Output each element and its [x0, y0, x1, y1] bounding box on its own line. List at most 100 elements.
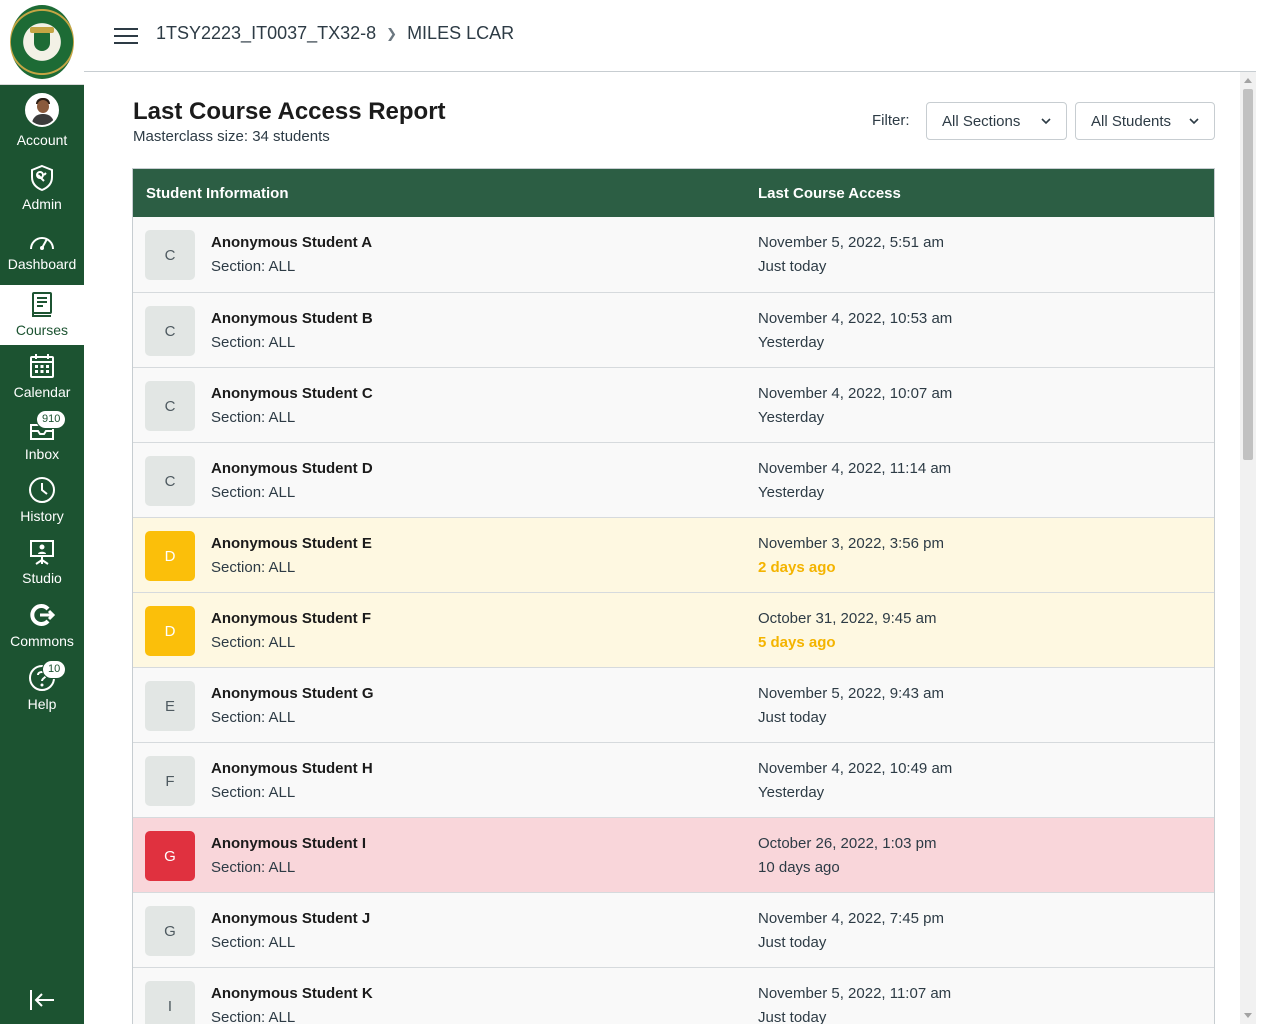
- grade-badge: C: [145, 230, 195, 280]
- nav-item-admin[interactable]: Admin: [0, 164, 84, 211]
- student-section: Section: ALL: [211, 484, 296, 501]
- grade-badge: D: [145, 531, 195, 581]
- nav-item-label: Help: [27, 696, 57, 712]
- nav-item-label: Calendar: [13, 384, 71, 400]
- last-access-relative: 10 days ago: [758, 859, 840, 876]
- table-row: C Anonymous Student C Section: ALL November…: [133, 367, 1214, 442]
- column-header-student: Student Information: [146, 185, 289, 202]
- page-title: Last Course Access Report: [133, 98, 446, 125]
- table-row: I Anonymous Student K Section: ALL November…: [133, 967, 1214, 1024]
- student-name[interactable]: Anonymous Student J: [211, 910, 371, 927]
- last-access-date: November 5, 2022, 5:51 am: [758, 234, 944, 251]
- nav-item-label: Admin: [22, 196, 62, 212]
- student-name[interactable]: Anonymous Student K: [211, 985, 373, 1002]
- chevron-down-icon: [1041, 118, 1051, 125]
- grade-badge: C: [145, 456, 195, 506]
- grade-badge: D: [145, 606, 195, 656]
- student-name[interactable]: Anonymous Student E: [211, 535, 372, 552]
- student-section: Section: ALL: [211, 634, 296, 651]
- calendar-icon: [28, 352, 56, 380]
- filter-label: Filter:: [872, 112, 910, 129]
- breadcrumb-course-link[interactable]: 1TSY2223_IT0037_TX32-8: [156, 23, 377, 43]
- inbox-unread-badge: 910: [36, 410, 67, 429]
- nav-item-commons[interactable]: Commons: [0, 601, 84, 648]
- page-scrollbar[interactable]: [1240, 72, 1256, 1024]
- table-row: D Anonymous Student F Section: ALL October …: [133, 592, 1214, 667]
- grade-badge: C: [145, 381, 195, 431]
- breadcrumb-current-page: MILES LCAR: [407, 23, 515, 43]
- table-row: G Anonymous Student I Section: ALL October …: [133, 817, 1214, 892]
- commons-icon: [28, 601, 56, 629]
- grade-badge: E: [145, 681, 195, 731]
- student-name[interactable]: Anonymous Student B: [211, 310, 373, 327]
- nav-item-studio[interactable]: Studio: [0, 538, 84, 585]
- hamburger-icon: [114, 28, 138, 30]
- student-name[interactable]: Anonymous Student G: [211, 685, 374, 702]
- university-logo-link[interactable]: [0, 0, 84, 85]
- table-body: C Anonymous Student A Section: ALL November…: [133, 217, 1214, 1024]
- shield-icon: [28, 164, 56, 192]
- last-access-date: November 5, 2022, 11:07 am: [758, 985, 952, 1002]
- scroll-up-arrow-icon[interactable]: [1244, 78, 1252, 83]
- nav-item-courses[interactable]: Courses: [0, 285, 84, 345]
- student-filter-value: All Students: [1091, 112, 1172, 130]
- last-access-relative: 5 days ago: [758, 634, 836, 651]
- last-access-relative: Just today: [758, 934, 827, 951]
- last-access-date: November 4, 2022, 7:45 pm: [758, 910, 944, 927]
- table-row: F Anonymous Student H Section: ALL November…: [133, 742, 1214, 817]
- clock-icon: [28, 476, 56, 504]
- section-filter-select[interactable]: All Sections: [926, 102, 1067, 140]
- last-access-date: November 4, 2022, 11:14 am: [758, 460, 952, 477]
- last-access-date: November 4, 2022, 10:49 am: [758, 760, 953, 777]
- collapse-nav-icon[interactable]: [28, 986, 56, 1014]
- scrollbar-thumb[interactable]: [1243, 89, 1253, 460]
- nav-item-dashboard[interactable]: Dashboard: [0, 230, 84, 271]
- student-name[interactable]: Anonymous Student H: [211, 760, 373, 777]
- grade-badge: I: [145, 981, 195, 1024]
- student-name[interactable]: Anonymous Student I: [211, 835, 366, 852]
- last-access-date: November 4, 2022, 10:07 am: [758, 385, 953, 402]
- scroll-down-arrow-icon[interactable]: [1244, 1013, 1252, 1018]
- grade-badge: F: [145, 756, 195, 806]
- section-filter-value: All Sections: [942, 112, 1021, 130]
- last-access-relative: Yesterday: [758, 409, 825, 426]
- nav-item-label: Studio: [22, 570, 62, 586]
- access-report-table: Student Information Last Course Access C…: [132, 168, 1215, 1024]
- chevron-down-icon: [1189, 118, 1199, 125]
- nav-item-calendar[interactable]: Calendar: [0, 352, 84, 399]
- nav-item-label: Account: [16, 132, 68, 148]
- student-section: Section: ALL: [211, 1009, 296, 1024]
- nav-item-label: History: [20, 508, 64, 524]
- student-section: Section: ALL: [211, 258, 296, 275]
- nav-item-history[interactable]: History: [0, 476, 84, 523]
- nav-item-label: Inbox: [24, 446, 60, 462]
- grade-badge: C: [145, 306, 195, 356]
- nav-item-help[interactable]: Help 10: [0, 660, 84, 712]
- last-access-relative: Just today: [758, 1009, 827, 1024]
- student-section: Section: ALL: [211, 784, 296, 801]
- chevron-right-icon: ❯: [386, 25, 398, 41]
- student-name[interactable]: Anonymous Student C: [211, 385, 373, 402]
- last-access-date: November 4, 2022, 10:53 am: [758, 310, 953, 327]
- student-name[interactable]: Anonymous Student A: [211, 234, 373, 251]
- class-size-text: Masterclass size: 34 students: [133, 128, 330, 145]
- last-access-date: November 3, 2022, 3:56 pm: [758, 535, 944, 552]
- student-name[interactable]: Anonymous Student D: [211, 460, 373, 477]
- last-access-relative: Just today: [758, 709, 827, 726]
- student-name[interactable]: Anonymous Student F: [211, 610, 371, 627]
- university-seal-logo: [10, 5, 74, 79]
- student-section: Section: ALL: [211, 409, 296, 426]
- breadcrumb: 1TSY2223_IT0037_TX32-8 ❯ MILES LCAR: [156, 23, 514, 44]
- nav-item-label: Dashboard: [7, 256, 77, 272]
- report-content: Last Course Access Report Masterclass si…: [84, 72, 1240, 1024]
- last-access-relative: 2 days ago: [758, 559, 836, 576]
- table-row: G Anonymous Student J Section: ALL November…: [133, 892, 1214, 967]
- nav-item-label: Courses: [15, 322, 69, 338]
- student-section: Section: ALL: [211, 859, 296, 876]
- student-filter-select[interactable]: All Students: [1075, 102, 1215, 140]
- table-row: C Anonymous Student A Section: ALL November…: [133, 217, 1214, 292]
- nav-item-account[interactable]: Account: [0, 92, 84, 147]
- grade-badge: G: [145, 831, 195, 881]
- course-menu-toggle[interactable]: [114, 28, 138, 46]
- nav-item-inbox[interactable]: Inbox 910: [0, 410, 84, 462]
